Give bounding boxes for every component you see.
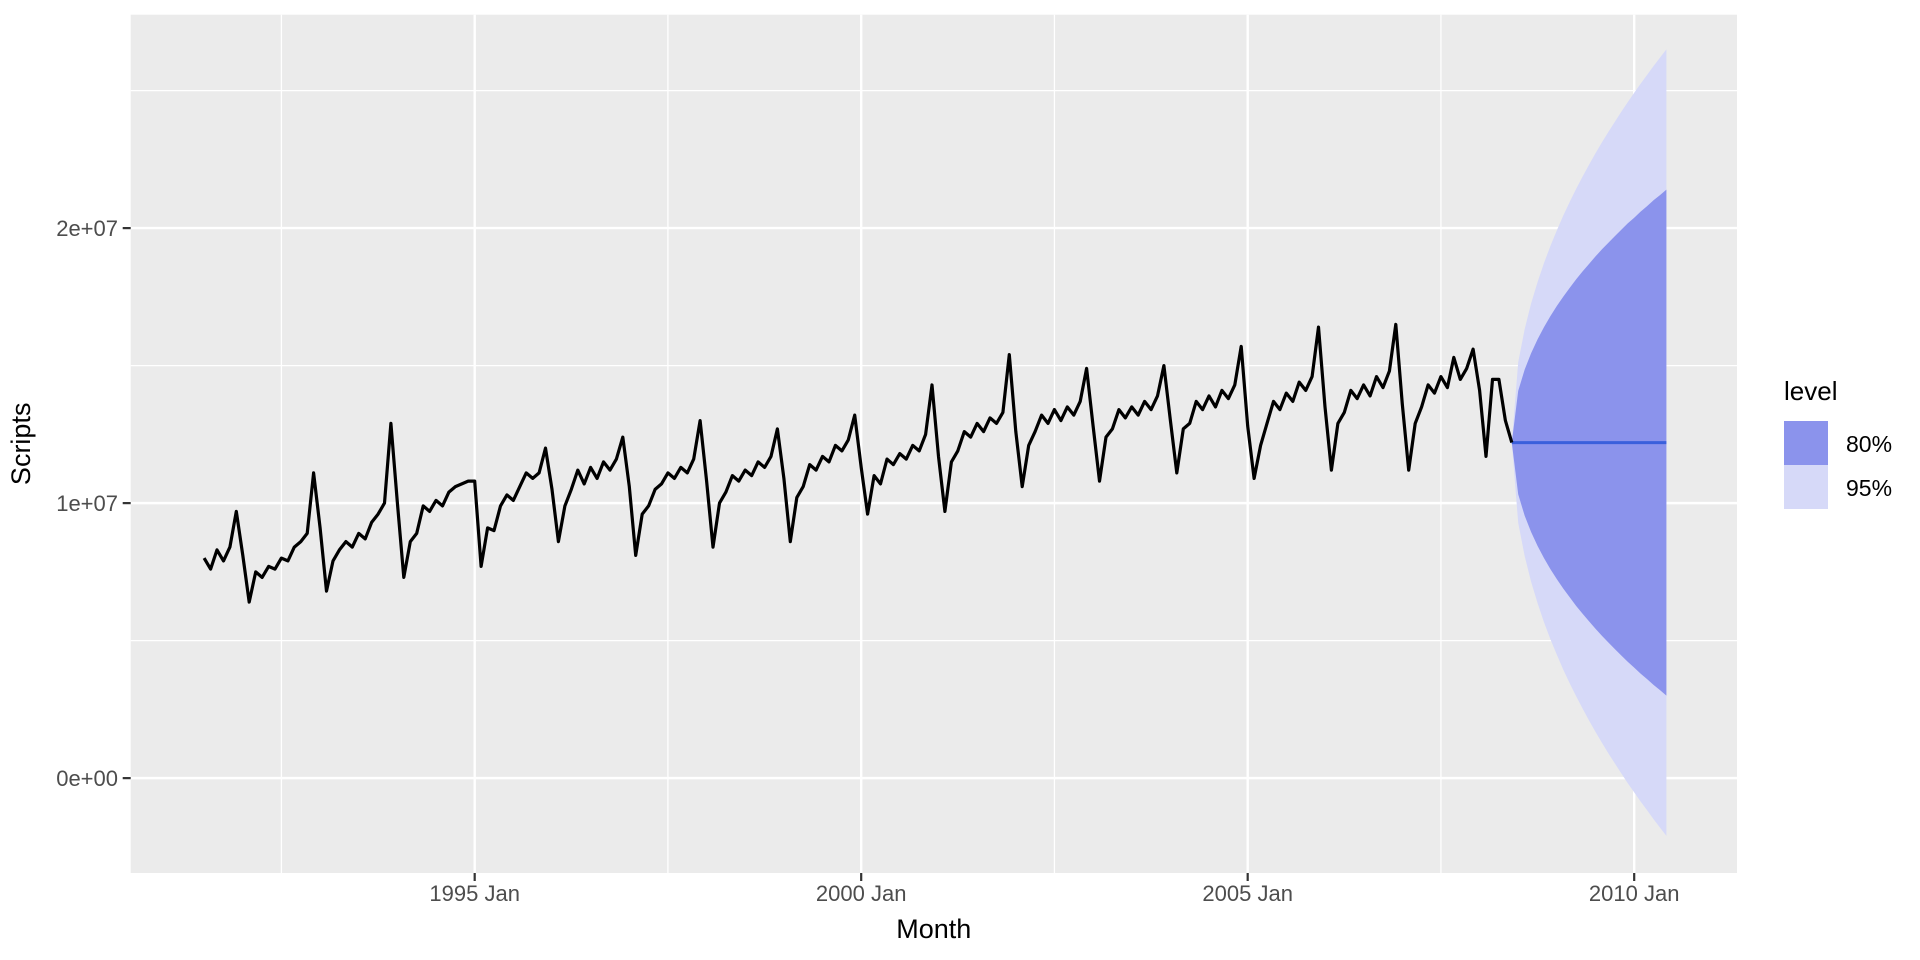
y-tick-label: 1e+07 <box>56 491 118 516</box>
legend-label-95: 95% <box>1846 475 1892 501</box>
legend-swatch-80 <box>1784 421 1828 465</box>
x-axis-ticks: 1995 Jan 2000 Jan 2005 Jan 2010 Jan <box>429 873 1679 906</box>
y-axis-ticks: 0e+00 1e+07 2e+07 <box>56 216 131 791</box>
observed-series-line <box>202 322 1514 604</box>
y-tick-label: 0e+00 <box>56 766 118 791</box>
minor-gridlines <box>130 14 1737 873</box>
plot-panel <box>130 14 1738 873</box>
legend-title: level <box>1784 376 1837 406</box>
x-tick-label: 1995 Jan <box>429 881 520 906</box>
x-axis-title: Month <box>896 914 971 944</box>
x-tick-label: 2010 Jan <box>1589 881 1680 906</box>
x-tick-label: 2000 Jan <box>816 881 907 906</box>
y-axis-title: Scripts <box>6 403 36 486</box>
legend-swatch-95 <box>1784 465 1828 509</box>
x-tick-label: 2005 Jan <box>1202 881 1293 906</box>
legend: level 80% 95% <box>1784 376 1892 509</box>
y-tick-label: 2e+07 <box>56 216 118 241</box>
legend-label-80: 80% <box>1846 431 1892 457</box>
